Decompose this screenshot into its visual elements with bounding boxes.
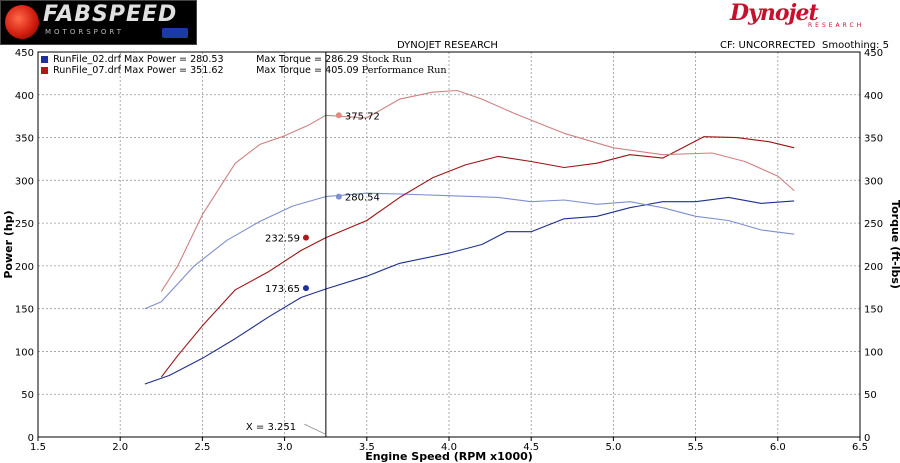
y-tick-label-right: 100: [864, 347, 883, 358]
x-tick-label: 4.0: [441, 442, 457, 453]
y-axis-label-right: Torque (ft-lbs): [889, 200, 900, 289]
legend-entry-performance: RunFile_07.drf Max Power = 351.62 Max To…: [41, 65, 447, 76]
y-tick-label-right: 250: [864, 219, 883, 230]
point-value-label: 232.59: [265, 234, 300, 245]
y-tick-label-left: 450: [15, 48, 34, 59]
point-marker: [302, 234, 309, 241]
y-tick-label-right: 0: [864, 433, 870, 444]
y-tick-label-left: 100: [15, 347, 34, 358]
y-tick-label-left: 0: [28, 433, 34, 444]
x-tick-label: 5.5: [688, 442, 704, 453]
fabspeed-badge-icon: [162, 28, 188, 38]
y-tick-label-right: 150: [864, 305, 883, 316]
chart-title: DYNOJET RESEARCH: [397, 40, 498, 51]
x-tick-label: 4.5: [523, 442, 539, 453]
y-tick-label-left: 200: [15, 262, 34, 273]
legend-swatch-performance: [41, 67, 48, 74]
legend-stock-file-power: RunFile_02.drf Max Power = 280.53: [53, 54, 224, 65]
fabspeed-logo-text: FABSPEED: [43, 2, 178, 27]
legend-stock-name: Stock Run: [361, 54, 412, 65]
x-tick-label: 6.5: [852, 442, 868, 453]
dynojet-logo: Dynojet RESEARCH: [730, 0, 890, 29]
y-tick-label-left: 150: [15, 305, 34, 316]
cursor-readout: X = 3.251: [246, 422, 296, 433]
y-tick-label-right: 450: [864, 48, 883, 59]
plot-frame: [37, 51, 861, 438]
point-value-label: 173.65: [265, 284, 300, 295]
y-tick-label-left: 300: [15, 176, 34, 187]
y-tick-label-right: 300: [864, 176, 883, 187]
x-tick-label: 2.5: [194, 442, 210, 453]
x-tick-label: 5.0: [605, 442, 621, 453]
stock-power-line: [144, 196, 795, 385]
dynojet-logo-text: Dynojet: [730, 0, 819, 26]
fabspeed-swirl-icon: [5, 5, 39, 39]
legend: RunFile_02.drf Max Power = 280.53 Max To…: [41, 54, 447, 76]
y-tick-label-right: 50: [864, 390, 877, 401]
point-marker: [335, 112, 342, 119]
stock-torque-line: [144, 192, 795, 310]
fabspeed-logo: FABSPEED MOTORSPORT: [0, 0, 197, 45]
y-tick-label-left: 50: [21, 390, 34, 401]
y-tick-label-left: 250: [15, 219, 34, 230]
legend-swatch-stock: [41, 56, 48, 63]
performance-power-line: [160, 136, 795, 378]
legend-performance-torque: Max Torque = 405.09: [256, 65, 359, 76]
cursor-leader-line: [304, 423, 327, 435]
smoothing-setting: Smoothing: 5: [822, 40, 889, 51]
correction-factor: CF: UNCORRECTED: [720, 40, 816, 51]
point-value-label: 280.54: [345, 193, 380, 204]
point-value-label: 375.72: [345, 111, 380, 122]
y-tick-label-right: 400: [864, 91, 883, 102]
dynojet-logo-subtext: RESEARCH: [808, 22, 865, 29]
legend-performance-file-power: RunFile_07.drf Max Power = 351.62: [53, 65, 224, 76]
point-marker: [335, 193, 342, 200]
legend-performance-name: Performance Run: [361, 65, 447, 76]
x-tick-label: 1.5: [30, 442, 46, 453]
performance-torque-line: [160, 89, 795, 292]
x-tick-label: 2.0: [112, 442, 128, 453]
y-tick-label-right: 200: [864, 262, 883, 273]
x-tick-label: 3.0: [277, 442, 293, 453]
y-axis-label-left: Power (hp): [2, 210, 15, 278]
point-marker: [302, 285, 309, 292]
y-tick-label-left: 350: [15, 134, 34, 145]
legend-entry-stock: RunFile_02.drf Max Power = 280.53 Max To…: [41, 54, 447, 65]
x-axis-label: Engine Speed (RPM x1000): [365, 450, 533, 463]
x-tick-label: 3.5: [359, 442, 375, 453]
y-tick-label-right: 350: [864, 134, 883, 145]
legend-stock-torque: Max Torque = 286.29: [256, 54, 359, 65]
fabspeed-logo-subtext: MOTORSPORT: [45, 28, 125, 36]
y-tick-label-left: 400: [15, 91, 34, 102]
x-tick-label: 6.0: [770, 442, 786, 453]
